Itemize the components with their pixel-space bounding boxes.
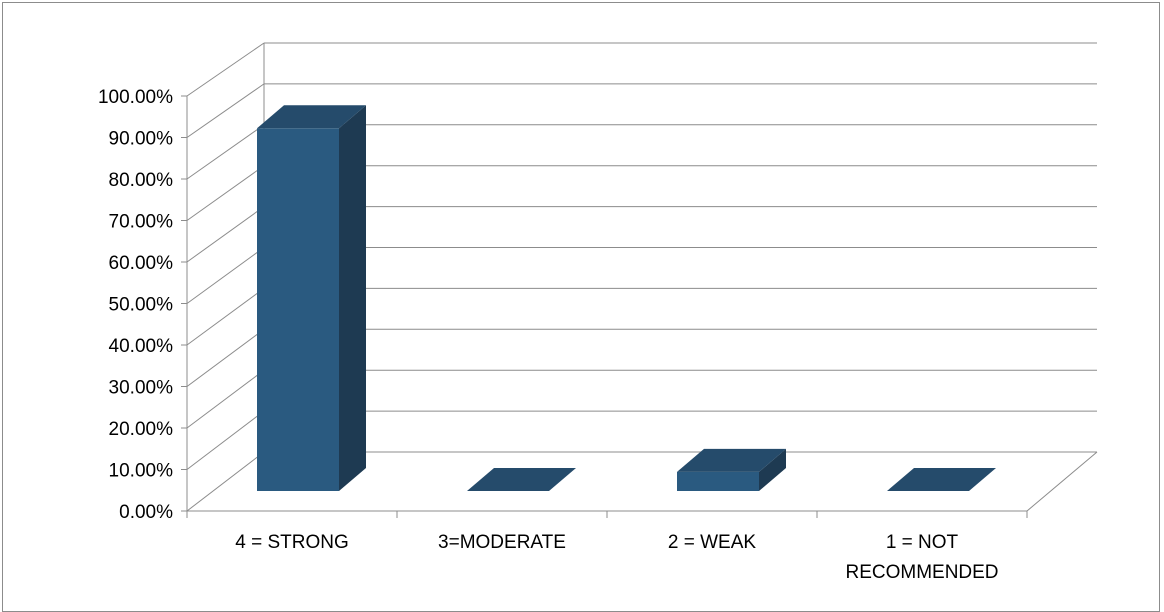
side-wall-gridline bbox=[186, 328, 265, 387]
x-category-label: RECOMMENDED bbox=[845, 562, 998, 583]
axes bbox=[181, 95, 1028, 518]
side-wall-gridline bbox=[186, 451, 265, 512]
y-tick-label: 30.00% bbox=[109, 378, 174, 399]
y-tick-label: 50.00% bbox=[109, 295, 174, 316]
side-wall-gridline bbox=[186, 369, 265, 429]
bar bbox=[257, 105, 366, 491]
bar-front bbox=[257, 128, 339, 491]
side-wall-gridline bbox=[186, 42, 265, 97]
y-tick-label: 40.00% bbox=[109, 336, 174, 357]
bars bbox=[257, 105, 996, 491]
side-wall-gridline bbox=[186, 165, 265, 221]
gridlines bbox=[186, 42, 1098, 512]
y-tick-label: 100.00% bbox=[98, 87, 173, 108]
side-wall-gridline bbox=[186, 206, 265, 263]
y-tick-label: 20.00% bbox=[109, 419, 174, 440]
y-tick-labels: 0.00% 10.00% 20.00% 30.00% 40.00% 50.00% 60.00… bbox=[98, 87, 173, 523]
bar-top bbox=[887, 468, 996, 491]
x-category-label: 2 = WEAK bbox=[668, 532, 756, 553]
y-tick-label: 60.00% bbox=[109, 253, 174, 274]
side-wall-gridline bbox=[186, 287, 265, 346]
bar-top bbox=[257, 105, 366, 129]
x-category-label: 4 = STRONG bbox=[235, 532, 349, 553]
y-tick-label: 0.00% bbox=[119, 502, 173, 523]
x-category-labels: 4 = STRONG 3=MODERATE 2 = WEAK 1 = NOT RECOM… bbox=[235, 532, 998, 583]
floor-edge bbox=[1026, 451, 1098, 512]
bar-chart: 0.00% 10.00% 20.00% 30.00% 40.00% 50.00% 60.00… bbox=[98, 42, 1098, 583]
side-wall-gridline bbox=[186, 410, 265, 470]
x-category-label: 1 = NOT bbox=[886, 532, 959, 553]
x-category-label: 3=MODERATE bbox=[438, 532, 566, 553]
y-tick-label: 70.00% bbox=[109, 212, 174, 233]
side-wall-gridline bbox=[186, 83, 265, 138]
side-wall-gridline bbox=[186, 124, 265, 180]
bar bbox=[467, 468, 576, 491]
bar bbox=[887, 468, 996, 491]
bar-side bbox=[759, 448, 786, 491]
bar bbox=[677, 448, 786, 491]
bar-top bbox=[467, 468, 576, 491]
y-tick-label: 90.00% bbox=[109, 129, 174, 150]
side-wall-gridline bbox=[186, 247, 265, 304]
y-tick-label: 10.00% bbox=[109, 461, 174, 482]
bar-top bbox=[677, 448, 786, 472]
bar-side bbox=[339, 105, 366, 491]
bar-front bbox=[677, 471, 759, 491]
y-tick-label: 80.00% bbox=[109, 170, 174, 191]
